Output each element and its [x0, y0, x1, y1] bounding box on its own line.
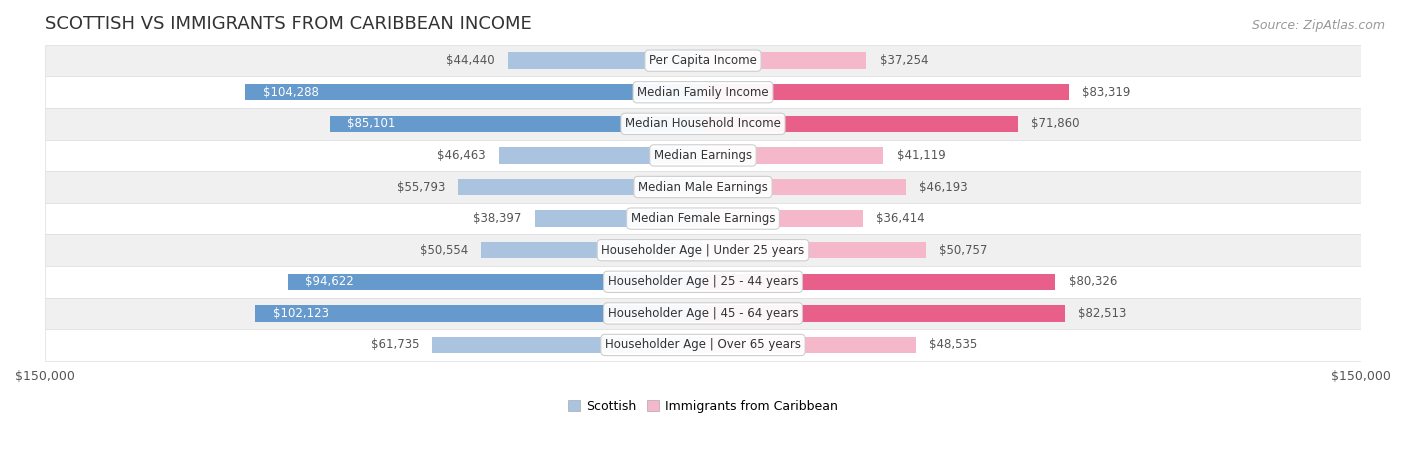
Text: SCOTTISH VS IMMIGRANTS FROM CARIBBEAN INCOME: SCOTTISH VS IMMIGRANTS FROM CARIBBEAN IN… [45, 15, 531, 33]
Bar [703, 242, 925, 258]
Bar [45, 297, 1361, 329]
Text: $61,735: $61,735 [371, 339, 419, 352]
Bar [45, 140, 1361, 171]
Text: $102,123: $102,123 [273, 307, 329, 320]
Bar [703, 211, 863, 227]
Bar [329, 116, 703, 132]
Text: $38,397: $38,397 [472, 212, 522, 225]
Bar [45, 77, 1361, 108]
Text: Median Female Earnings: Median Female Earnings [631, 212, 775, 225]
Text: $82,513: $82,513 [1078, 307, 1126, 320]
Bar [703, 116, 1018, 132]
Bar [45, 108, 1361, 140]
Text: Householder Age | 45 - 64 years: Householder Age | 45 - 64 years [607, 307, 799, 320]
Text: $80,326: $80,326 [1069, 275, 1116, 288]
Text: Householder Age | Over 65 years: Householder Age | Over 65 years [605, 339, 801, 352]
Bar [288, 274, 703, 290]
Bar [481, 242, 703, 258]
Bar [45, 234, 1361, 266]
Bar [703, 52, 866, 69]
Text: $85,101: $85,101 [347, 117, 395, 130]
Text: $71,860: $71,860 [1032, 117, 1080, 130]
Bar [45, 171, 1361, 203]
Text: $36,414: $36,414 [876, 212, 925, 225]
Bar [45, 329, 1361, 361]
Legend: Scottish, Immigrants from Caribbean: Scottish, Immigrants from Caribbean [562, 395, 844, 418]
Text: $46,193: $46,193 [918, 181, 967, 193]
Text: Householder Age | Under 25 years: Householder Age | Under 25 years [602, 244, 804, 257]
Text: Median Family Income: Median Family Income [637, 86, 769, 99]
Bar [508, 52, 703, 69]
Bar [703, 305, 1064, 322]
Text: Source: ZipAtlas.com: Source: ZipAtlas.com [1251, 19, 1385, 32]
Bar [703, 274, 1056, 290]
Text: $50,554: $50,554 [420, 244, 468, 257]
Text: Per Capita Income: Per Capita Income [650, 54, 756, 67]
Bar [534, 211, 703, 227]
Text: Householder Age | 25 - 44 years: Householder Age | 25 - 44 years [607, 275, 799, 288]
Bar [254, 305, 703, 322]
Text: $41,119: $41,119 [897, 149, 945, 162]
Text: $44,440: $44,440 [446, 54, 495, 67]
Text: Median Male Earnings: Median Male Earnings [638, 181, 768, 193]
Text: $55,793: $55,793 [396, 181, 446, 193]
Text: $48,535: $48,535 [929, 339, 977, 352]
Bar [458, 179, 703, 195]
Bar [432, 337, 703, 353]
Text: $37,254: $37,254 [880, 54, 928, 67]
Text: $94,622: $94,622 [305, 275, 354, 288]
Bar [45, 266, 1361, 297]
Bar [703, 179, 905, 195]
Bar [703, 84, 1069, 100]
Text: $46,463: $46,463 [437, 149, 486, 162]
Bar [45, 45, 1361, 77]
Bar [45, 203, 1361, 234]
Text: Median Household Income: Median Household Income [626, 117, 780, 130]
Bar [703, 147, 883, 163]
Text: Median Earnings: Median Earnings [654, 149, 752, 162]
Bar [246, 84, 703, 100]
Text: $104,288: $104,288 [263, 86, 319, 99]
Text: $50,757: $50,757 [939, 244, 987, 257]
Bar [703, 337, 915, 353]
Text: $83,319: $83,319 [1081, 86, 1130, 99]
Bar [499, 147, 703, 163]
